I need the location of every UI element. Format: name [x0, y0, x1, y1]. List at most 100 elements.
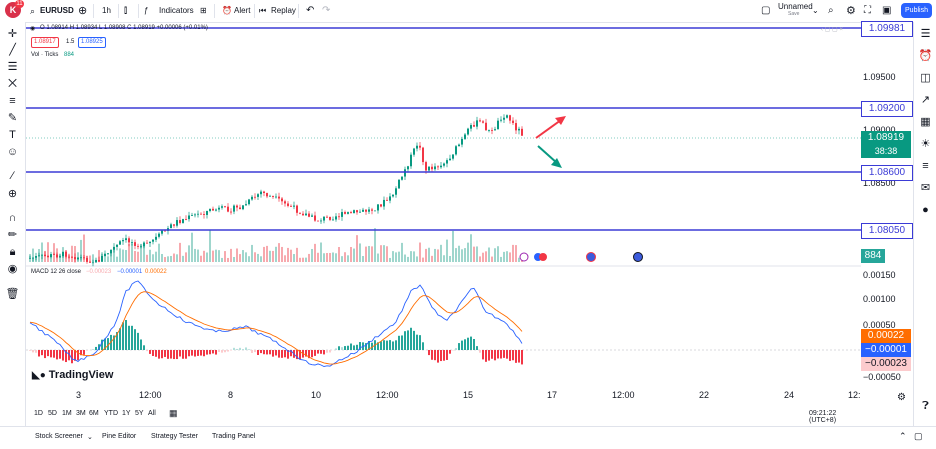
redo-icon[interactable]: ↷	[322, 4, 330, 18]
tradingview-logo[interactable]: ◣● TradingView	[32, 369, 113, 381]
data-window-icon[interactable]: ◫	[914, 72, 936, 84]
snapshot-icon[interactable]: ▣	[882, 4, 891, 18]
help-icon[interactable]: ❓︎	[914, 400, 936, 412]
zoom-icon[interactable]: ⊕	[0, 188, 25, 200]
collapse-panel-icon[interactable]: ⌃	[899, 431, 907, 442]
ohlc-legend: O 1.08914 H 1.08934 L 1.08908 C 1.08919 …	[40, 25, 208, 31]
search-icon[interactable]: ⌕	[30, 4, 35, 18]
goto-date-icon[interactable]: ▦	[169, 408, 178, 419]
crosshair-icon[interactable]: ✛	[0, 28, 25, 40]
pattern-icon[interactable]: ⨉	[0, 78, 25, 90]
templates-icon[interactable]: ⊞	[200, 4, 207, 18]
timeframe-1y[interactable]: 1Y	[122, 410, 131, 417]
price-axis[interactable]: 1.09500 1.09000 1.08500 1.09981 1.09200 …	[861, 22, 913, 405]
tab-strategy-tester[interactable]: Strategy Tester	[151, 433, 198, 440]
alert-icon[interactable]: ⏰	[222, 4, 232, 18]
candle	[206, 211, 208, 215]
alerts-icon[interactable]: ⏰	[914, 50, 936, 62]
buy-price-box[interactable]: 1.08925	[78, 37, 106, 48]
candle	[350, 212, 352, 213]
hotlist-icon[interactable]: ↗	[914, 94, 936, 106]
quick-search-icon[interactable]: ⌕	[828, 4, 834, 18]
publish-button[interactable]: Publish	[901, 3, 932, 18]
brush-icon[interactable]: ✎	[0, 112, 25, 124]
timeframe-all[interactable]: All	[148, 410, 156, 417]
candle	[263, 192, 265, 193]
macd-hist-bar	[122, 322, 124, 350]
chevron-down-icon[interactable]: ⌄	[87, 433, 93, 441]
alert-button[interactable]: Alert	[234, 4, 250, 18]
volume-bar	[452, 231, 454, 262]
calendar-icon[interactable]: ▦	[914, 116, 936, 128]
indicators-icon[interactable]: ƒ	[144, 4, 148, 18]
chat-icon[interactable]: ●	[914, 204, 936, 216]
volume-bar	[392, 251, 394, 262]
event-marker	[587, 253, 596, 262]
candle	[230, 212, 232, 213]
macd-hist-bar	[203, 350, 205, 356]
timeframe-1m[interactable]: 1M	[62, 410, 72, 417]
chevron-down-icon[interactable]: ⌄	[812, 4, 819, 18]
trendline-icon[interactable]: ╱	[0, 44, 25, 56]
timeframe-5y[interactable]: 5Y	[135, 410, 144, 417]
watchlist-icon[interactable]: ☰	[914, 28, 936, 40]
volume-bar	[434, 249, 436, 262]
settings-icon[interactable]: ⚙	[846, 4, 856, 18]
symbol-search-button[interactable]: EURUSD	[40, 4, 74, 18]
lock-icon[interactable]: 🔒︎	[0, 246, 25, 258]
compare-symbol-icon[interactable]: ⊕	[78, 4, 87, 18]
axis-settings-icon[interactable]: ⚙	[897, 392, 906, 403]
candle	[287, 203, 289, 205]
ruler-icon[interactable]: ∕	[0, 170, 25, 182]
candle	[35, 256, 37, 258]
replay-icon[interactable]: ⏮	[259, 4, 266, 18]
eye-icon[interactable]: ◉	[0, 263, 25, 275]
trash-icon[interactable]: 🗑︎	[0, 288, 25, 300]
candle	[179, 220, 181, 223]
candle	[296, 206, 298, 213]
interval-button[interactable]: 1h	[102, 4, 111, 18]
time-axis[interactable]: 3 12:00 8 10 12:00 15 17 12:00 22 24 12:	[26, 388, 861, 405]
macd-hist-bar	[152, 350, 154, 356]
macd-hist-bar	[518, 350, 520, 363]
fib-icon[interactable]: ☰	[0, 61, 25, 73]
lock-draw-icon[interactable]: ✏	[0, 229, 25, 241]
chart-canvas[interactable]: ‹ ▢ ▢ ×	[26, 22, 861, 405]
emoji-icon[interactable]: ☺	[0, 146, 25, 158]
replay-button[interactable]: Replay	[271, 4, 296, 18]
tab-trading-panel[interactable]: Trading Panel	[212, 433, 255, 440]
maximize-panel-icon[interactable]: ▢	[914, 431, 923, 442]
timeframe-5d[interactable]: 5D	[48, 410, 57, 417]
volume-bar	[365, 247, 367, 262]
volume-bar	[176, 254, 178, 262]
notifications-icon[interactable]: ✉	[914, 182, 936, 194]
candle	[47, 256, 49, 257]
volume-bar	[317, 253, 319, 262]
indicators-button[interactable]: Indicators	[159, 4, 194, 18]
candle	[131, 242, 133, 243]
bar-style-icon[interactable]: ⫾	[124, 4, 127, 18]
fullscreen-icon[interactable]: ⛶	[864, 4, 871, 18]
clock-timezone[interactable]: 09:21:22 (UTC+8)	[809, 410, 861, 424]
volume-bar	[179, 243, 181, 262]
volume-bar	[149, 250, 151, 262]
chart-pane[interactable]: ‹ ▢ ▢ × ◉ O 1.08914 H 1.08934 L 1.08908 …	[26, 22, 861, 405]
magnet-icon[interactable]: ∩	[0, 212, 25, 224]
layout-icon[interactable]: ▢	[761, 4, 770, 18]
tab-stock-screener[interactable]: Stock Screener	[35, 433, 83, 440]
ideas-icon[interactable]: ☀	[914, 138, 936, 150]
news-icon[interactable]: ≡	[914, 160, 936, 172]
forecast-icon[interactable]: ≡	[0, 95, 25, 107]
candle	[512, 121, 514, 123]
macd-hist-bar	[215, 350, 217, 355]
sell-price-box[interactable]: 1.08917	[31, 37, 59, 48]
legend-eye-icon[interactable]: ◉	[30, 25, 35, 32]
timeframe-6m[interactable]: 6M	[89, 410, 99, 417]
undo-icon[interactable]: ↶	[306, 4, 314, 18]
timeframe-3m[interactable]: 3M	[76, 410, 86, 417]
text-icon[interactable]: T	[0, 129, 25, 141]
timeframe-ytd[interactable]: YTD	[104, 410, 118, 417]
tab-pine-editor[interactable]: Pine Editor	[102, 433, 136, 440]
timeframe-1d[interactable]: 1D	[34, 410, 43, 417]
volume-bar	[407, 257, 409, 262]
